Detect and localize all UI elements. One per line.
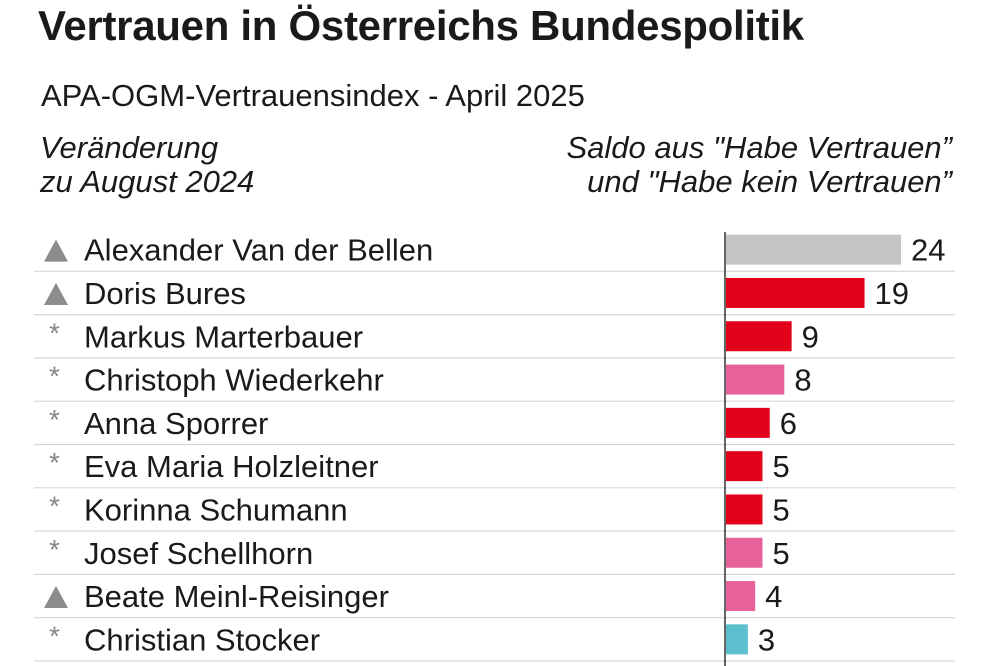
row-label: Christian Stocker [84, 622, 320, 657]
row-label: Christoph Wiederkehr [84, 363, 384, 398]
bar [726, 364, 785, 395]
row-label: Doris Bures [84, 276, 246, 311]
change-asterisk-marker: * [49, 490, 60, 521]
change-header-line-2: zu August 2024 [40, 164, 255, 199]
saldo-header-line-2: und "Habe kein Vertrauen” [587, 164, 952, 199]
value-label: 24 [911, 233, 945, 268]
saldo-column-header: Saldo aus "Habe Vertrauen” und "Habe kei… [566, 131, 952, 199]
row-label: Alexander Van der Bellen [84, 233, 433, 268]
bar [726, 451, 763, 482]
value-label: 5 [772, 492, 789, 527]
value-label: 8 [794, 363, 811, 398]
bar [726, 494, 763, 525]
change-asterisk-marker: * [49, 534, 60, 565]
change-asterisk-marker: * [49, 317, 60, 348]
value-label: 6 [780, 406, 797, 441]
change-up-triangle-icon [44, 282, 68, 305]
value-label: 3 [758, 622, 775, 657]
bar [726, 624, 748, 655]
bar [726, 537, 763, 568]
change-column-header: Veränderung zu August 2024 [40, 131, 254, 199]
value-label: 5 [772, 449, 789, 484]
value-label: 4 [765, 579, 782, 614]
bar [726, 277, 865, 308]
change-asterisk-marker: * [49, 404, 60, 435]
bar [726, 407, 770, 438]
chart-title: Vertrauen in Österreichs Bundespolitik [38, 2, 804, 49]
bar [726, 321, 792, 352]
value-label: 5 [772, 536, 789, 571]
chart-subtitle: APA-OGM-Vertrauensindex - April 2025 [41, 78, 585, 113]
change-asterisk-marker: * [49, 361, 60, 392]
change-asterisk-marker: * [49, 620, 60, 651]
change-up-triangle-icon [44, 239, 68, 262]
value-label: 9 [802, 319, 819, 354]
row-label: Korinna Schumann [84, 492, 348, 527]
bar [726, 581, 756, 612]
row-label: Markus Marterbauer [84, 319, 363, 354]
change-up-triangle-icon [44, 586, 68, 609]
saldo-header-line-1: Saldo aus "Habe Vertrauen” [566, 130, 952, 165]
row-label: Beate Meinl-Reisinger [84, 579, 389, 614]
row-label: Eva Maria Holzleitner [84, 449, 379, 484]
change-header-line-1: Veränderung [40, 130, 219, 165]
row-label: Josef Schellhorn [84, 536, 313, 571]
value-label: 19 [875, 276, 909, 311]
change-asterisk-marker: * [49, 447, 60, 478]
bar [726, 234, 901, 265]
row-label: Anna Sporrer [84, 406, 268, 441]
